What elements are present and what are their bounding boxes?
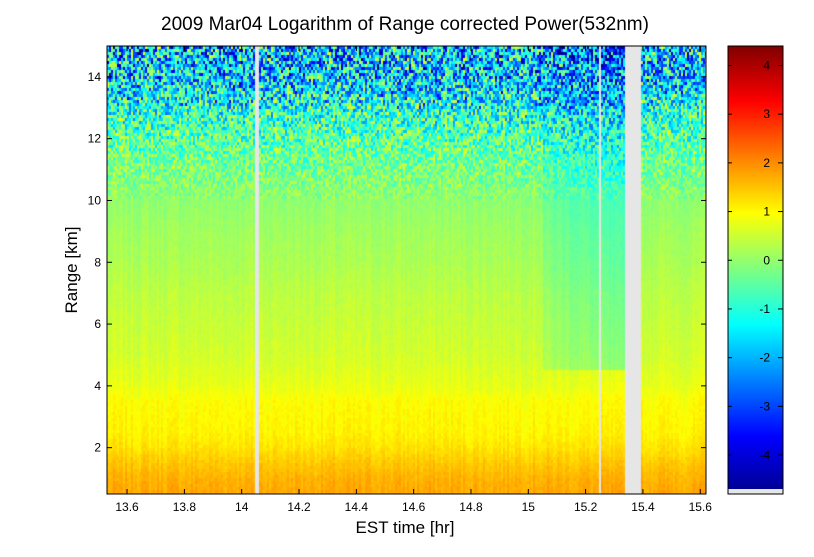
x-tick-label: 14.8 <box>459 500 483 514</box>
colorbar-ticks: -4 -3 -2 -1 0 1 2 3 4 <box>728 58 783 462</box>
y-tick-label: 12 <box>88 132 102 146</box>
colorbar-tick-label: -4 <box>759 448 770 462</box>
y-tick-label: 2 <box>94 441 101 455</box>
chart-title: 2009 Mar04 Logarithm of Range corrected … <box>161 14 649 35</box>
colorbar-gradient <box>728 46 783 492</box>
colorbar-tick-label: 2 <box>763 156 770 170</box>
colorbar-underflow <box>728 489 783 494</box>
plot-area: 13.6 13.8 14 14.2 14.4 14.6 14.8 15 15.2 15.4 15.6… <box>88 45 712 514</box>
x-tick-label: 13.6 <box>115 500 139 514</box>
x-tick-label: 15.4 <box>631 500 655 514</box>
x-tick-label: 15.2 <box>574 500 598 514</box>
x-tick-label: 13.8 <box>173 500 197 514</box>
y-axis-ticks: 2 4 6 8 10 12 14 <box>88 70 706 455</box>
colorbar-tick-label: -3 <box>759 399 770 413</box>
x-tick-label: 15 <box>522 500 536 514</box>
x-axis-ticks: 13.6 13.8 14 14.2 14.4 14.6 14.8 15 15.2 15.4 15.6 <box>115 46 712 514</box>
colorbar-tick-label: -2 <box>759 351 770 365</box>
colorbar-tick-label: 3 <box>763 107 770 121</box>
colorbar-tick-label: -1 <box>759 302 770 316</box>
colorbar-frame <box>727 45 784 495</box>
colorbar-tick-label: 0 <box>763 253 770 267</box>
y-tick-label: 10 <box>88 193 102 207</box>
colorbar-tick-label: 4 <box>763 58 770 72</box>
y-axis-label: Range [km] <box>62 227 81 314</box>
y-tick-label: 14 <box>88 70 102 84</box>
y-tick-label: 4 <box>94 379 101 393</box>
colorbar: -4 -3 -2 -1 0 1 2 3 4 <box>727 45 784 495</box>
x-axis-label: EST time [hr] <box>356 518 455 537</box>
x-tick-label: 14.4 <box>345 500 369 514</box>
plot-frame <box>106 45 707 495</box>
x-tick-label: 14.6 <box>402 500 426 514</box>
x-tick-label: 14 <box>235 500 249 514</box>
y-tick-label: 6 <box>94 317 101 331</box>
x-tick-label: 14.2 <box>287 500 311 514</box>
colorbar-tick-label: 1 <box>763 205 770 219</box>
x-tick-label: 15.6 <box>689 500 713 514</box>
y-tick-label: 8 <box>94 255 101 269</box>
